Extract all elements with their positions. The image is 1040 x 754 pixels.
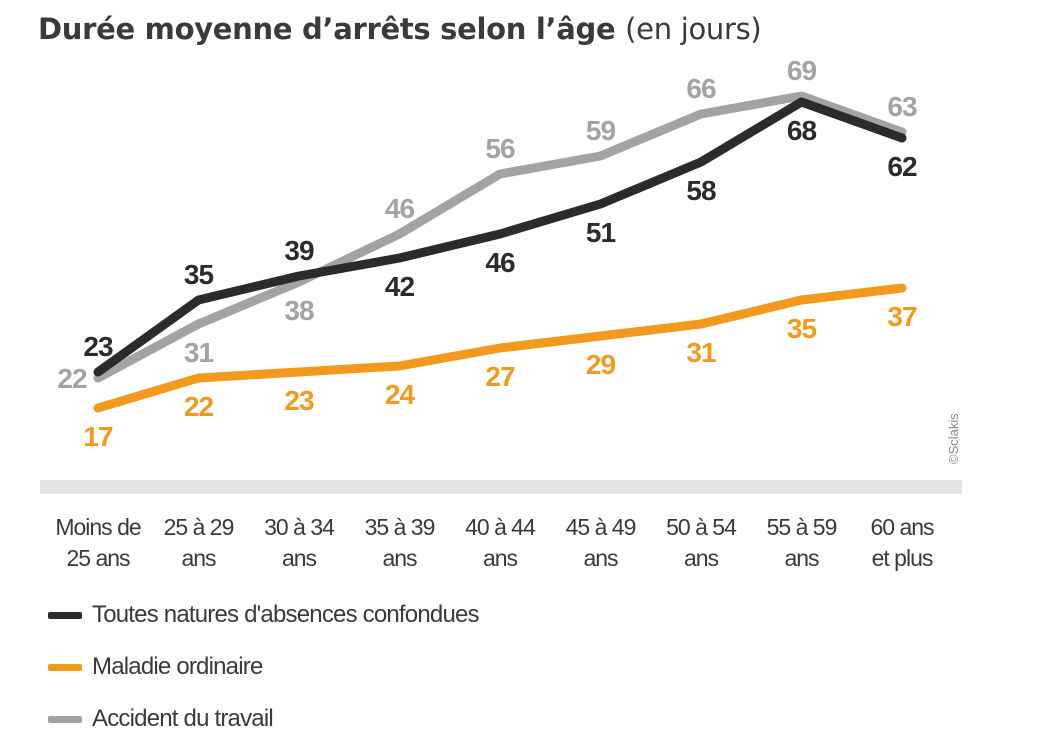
x-tick-label: 40 à 44 ans: [465, 514, 536, 571]
series-line-total: [93, 97, 907, 377]
x-tick-label: 30 à 34 ans: [264, 514, 335, 571]
x-tick-label: 45 à 49 ans: [566, 514, 636, 571]
chart-legend: Toutes natures d'absences confondues Mal…: [48, 598, 480, 754]
data-label-total: 51: [586, 217, 616, 248]
data-label-total: 23: [83, 331, 113, 362]
series-line-accident: [93, 91, 907, 383]
x-tick-label: 60 ans et plus: [870, 514, 934, 571]
legend-label-maladie: Maladie ordinaire: [92, 653, 263, 680]
legend-item-maladie: Maladie ordinaire: [48, 650, 479, 684]
data-label-accident: 59: [586, 115, 616, 146]
data-label-total: 58: [686, 175, 716, 206]
legend-label-total: Toutes natures d'absences confondues: [92, 601, 480, 628]
legend-swatch-total: [48, 611, 82, 619]
series-lines: [93, 91, 907, 413]
data-label-maladie: 31: [686, 337, 716, 368]
data-label-accident: 69: [787, 55, 817, 86]
chart-title-text: Durée moyenne d’arrêts selon l’âge: [38, 12, 616, 46]
data-label-total: 46: [485, 247, 515, 278]
data-label-maladie: 37: [887, 301, 917, 332]
data-label-accident: 63: [887, 91, 917, 122]
legend-item-accident: Accident du travail: [48, 702, 479, 736]
x-axis-tick-labels: Moins de 25 ans 25 à 29 ans 30 à 34 ans 35 à 3…: [55, 514, 935, 571]
chart-subtitle: (en jours): [625, 12, 762, 46]
data-label-accident: 46: [385, 193, 415, 224]
legend-swatch-accident: [48, 715, 82, 723]
data-label-maladie: 29: [586, 349, 616, 380]
legend-swatch-maladie: [48, 663, 82, 671]
data-label-accident: 38: [284, 295, 314, 326]
data-label-maladie: 27: [485, 361, 515, 392]
data-label-accident: 56: [485, 133, 515, 164]
data-label-total: 42: [385, 271, 415, 302]
data-label-accident: 31: [184, 337, 214, 368]
data-label-maladie: 22: [184, 391, 214, 422]
x-tick-label: 35 à 39 ans: [365, 514, 435, 571]
legend-label-accident: Accident du travail: [92, 705, 274, 732]
photo-credit: ©Sclakis: [946, 413, 961, 464]
legend-item-total: Toutes natures d'absences confondues: [48, 598, 480, 632]
data-label-total: 35: [184, 259, 214, 290]
data-label-maladie: 24: [385, 379, 416, 410]
chart-title: Durée moyenne d’arrêts selon l’âge (en j…: [38, 12, 762, 46]
x-tick-label: 25 à 29 ans: [164, 514, 234, 571]
data-label-maladie: 23: [284, 385, 314, 416]
x-tick-label: Moins de 25 ans: [55, 514, 141, 571]
x-axis-band: [40, 480, 962, 494]
data-label-accident: 22: [57, 363, 87, 394]
data-label-maladie: 35: [787, 313, 817, 344]
x-tick-label: 50 à 54 ans: [666, 514, 737, 571]
data-label-total: 39: [284, 235, 314, 266]
data-label-accident: 66: [686, 73, 716, 104]
data-label-total: 62: [887, 151, 917, 182]
data-label-total: 68: [787, 115, 817, 146]
data-label-maladie: 17: [83, 421, 113, 452]
x-tick-label: 55 à 59 ans: [767, 514, 837, 571]
series-line-maladie: [93, 283, 907, 413]
